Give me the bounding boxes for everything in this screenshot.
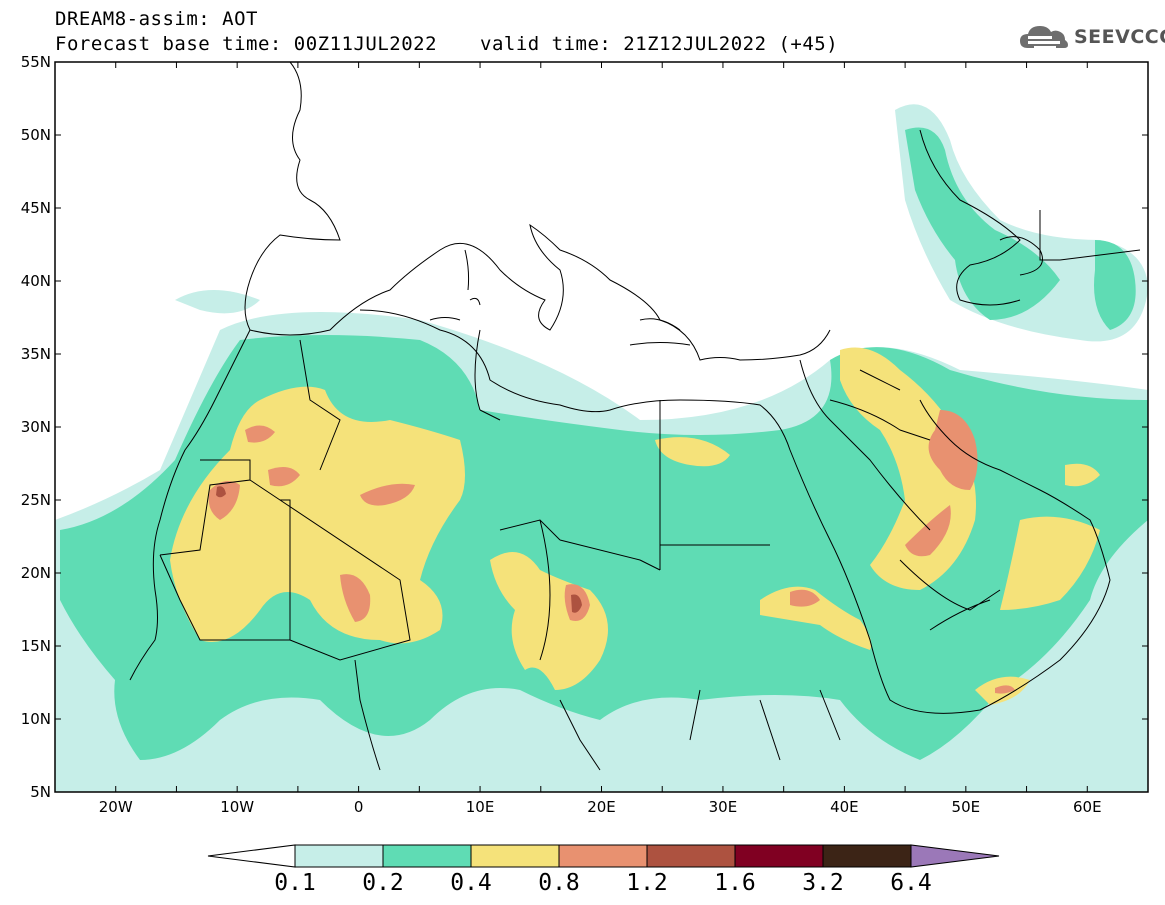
lon-label: 20E [587,798,616,816]
colorbar-swatch [734,844,824,868]
lon-label: 0 [354,798,364,816]
colorbar-swatch [646,844,736,868]
lon-label: 40E [830,798,859,816]
lon-label: 10W [220,798,254,816]
map-title: DREAM8-assim: AOT [55,8,258,30]
lat-label: 35N [21,345,51,363]
coastlines [129,62,1141,771]
colorbar-max-arrow [910,844,1000,868]
colorbar-threshold-label: 3.2 [802,870,844,896]
colorbar-swatch [558,844,648,868]
aot-band-0.8 [208,410,1015,694]
lat-label: 55N [21,53,51,71]
colorbar-threshold-label: 6.4 [890,870,932,896]
colorbar-threshold-label: 0.4 [450,870,492,896]
lat-label: 20N [21,564,51,582]
latitude-axis: 55N 50N 45N 40N 35N 30N 25N 20N 15N 10N 5N [21,53,1148,801]
lon-label: 30E [709,798,738,816]
valid-time: valid time: 21Z12JUL2022 (+45) [480,33,839,55]
colorbar-swatch [822,844,912,868]
aot-field [55,62,1148,792]
lat-label: 25N [21,491,51,509]
cloud-icon [1020,26,1068,48]
forecast-base-time: Forecast base time: 00Z11JUL2022 [55,33,438,55]
lon-label: 20W [99,798,133,816]
seevccc-logo: SEEVCCC [1018,22,1165,52]
lat-label: 40N [21,272,51,290]
colorbar-threshold-label: 1.6 [714,870,756,896]
colorbar-threshold-label: 0.2 [362,870,404,896]
colorbar-min-arrow [207,844,296,868]
lon-label: 50E [952,798,981,816]
longitude-axis: 20W 10W 0 10E 20E 30E 40E 50E 60E [54,62,1149,816]
colorbar-threshold-label: 0.8 [538,870,580,896]
lat-label: 45N [21,199,51,217]
colorbar-swatch [294,844,384,868]
colorbar [207,844,1000,868]
lat-label: 10N [21,710,51,728]
colorbar-swatch [470,844,560,868]
lon-label: 10E [466,798,495,816]
lat-label: 50N [21,126,51,144]
lat-label: 5N [30,783,51,801]
colorbar-threshold-label: 0.1 [274,870,316,896]
lon-label: 60E [1073,798,1102,816]
aot-band-1.2 [216,486,582,613]
colorbar-threshold-label: 1.2 [626,870,668,896]
lat-label: 30N [21,418,51,436]
lat-label: 15N [21,637,51,655]
logo-text: SEEVCCC [1074,26,1165,48]
colorbar-swatch [382,844,472,868]
